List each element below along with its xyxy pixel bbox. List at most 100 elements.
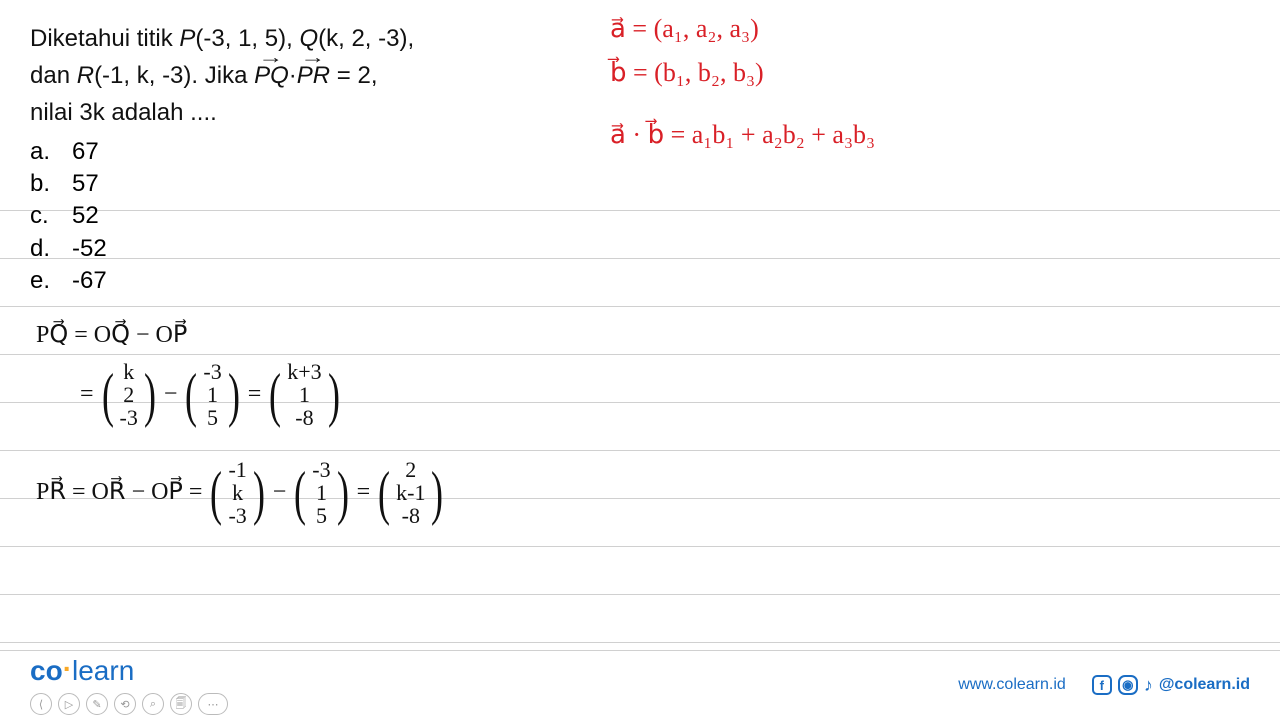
P-coords: (-3, 1, 5), xyxy=(195,25,299,52)
content-area: Diketahui titik P(-3, 1, 5), Q(k, 2, -3)… xyxy=(30,20,1250,640)
matrix-OP2: ( -3 1 5 ) xyxy=(290,458,352,527)
handle: @colearn.id xyxy=(1159,676,1250,694)
matrix-OP: ( -3 1 5 ) xyxy=(181,360,243,429)
paren-left: ( xyxy=(185,368,197,422)
opt-letter: c. xyxy=(30,200,54,232)
paren-right: ) xyxy=(228,368,240,422)
R-coords: (-1, k, -3). Jika xyxy=(94,62,254,89)
cell: -3 xyxy=(312,458,330,481)
paren-right: ) xyxy=(253,466,265,520)
vec-PR: PR xyxy=(297,57,330,94)
url: www.colearn.id xyxy=(958,676,1066,694)
Q-coords: (k, 2, -3), xyxy=(318,25,414,52)
player-controls: ⟨ ▷ ✎ ⟲ ⌕ 🗐 ⋯ xyxy=(30,693,228,715)
opt-value: -52 xyxy=(72,233,107,265)
annotation-vec-b: b⃗ = (b₁, b₂, b₃) xyxy=(610,58,764,88)
pencil-icon[interactable]: ✎ xyxy=(86,693,108,715)
pr-label: PR⃗ = OR⃗ − OP⃗ = xyxy=(36,477,202,508)
paren-right: ) xyxy=(144,368,156,422)
cell: 1 xyxy=(316,481,327,504)
P-label: P xyxy=(179,25,195,52)
eq: = 2, xyxy=(330,62,377,89)
line3: nilai 3k adalah .... xyxy=(30,99,217,126)
cell: 2 xyxy=(405,458,416,481)
cell: -3 xyxy=(228,504,246,527)
R-label: R xyxy=(77,62,94,89)
text: dan xyxy=(30,62,77,89)
cell: 5 xyxy=(207,406,218,429)
footer-divider xyxy=(0,650,1280,651)
cell: -3 xyxy=(203,360,221,383)
cell: 1 xyxy=(299,383,310,406)
col: 2 k-1 -8 xyxy=(394,458,427,527)
footer: co·learn ⟨ ▷ ✎ ⟲ ⌕ 🗐 ⋯ www.colearn.id f … xyxy=(0,650,1280,720)
text: Diketahui titik xyxy=(30,25,179,52)
equals: = xyxy=(357,477,371,508)
handwrite-pq-line2: = ( k 2 -3 ) − ( -3 1 5 ) = ( k+3 1 xyxy=(80,360,344,429)
col: -1 k -3 xyxy=(226,458,248,527)
brand-learn: learn xyxy=(72,655,134,686)
paren-left: ( xyxy=(269,368,281,422)
undo-icon[interactable]: ⟲ xyxy=(114,693,136,715)
zoom-icon[interactable]: ⌕ xyxy=(142,693,164,715)
annotation-vec-a: a⃗ = (a₁, a₂, a₃) xyxy=(610,14,759,44)
tiktok-icon[interactable]: ♪ xyxy=(1144,675,1153,696)
handwrite-pq-line1: PQ⃗ = OQ⃗ − OP⃗ xyxy=(36,320,187,351)
facebook-icon[interactable]: f xyxy=(1092,675,1112,695)
matrix-PQ: ( k+3 1 -8 ) xyxy=(265,360,343,429)
prev-icon[interactable]: ⟨ xyxy=(30,693,52,715)
minus: − xyxy=(273,477,287,508)
col: k 2 -3 xyxy=(118,360,140,429)
cell: -8 xyxy=(402,504,420,527)
play-icon[interactable]: ▷ xyxy=(58,693,80,715)
col: -3 1 5 xyxy=(201,360,223,429)
handwrite-pr-line: PR⃗ = OR⃗ − OP⃗ = ( -1 k -3 ) − ( -3 1 5… xyxy=(36,458,447,527)
cell: -8 xyxy=(295,406,313,429)
cell: 1 xyxy=(207,383,218,406)
paren-left: ( xyxy=(102,368,114,422)
options-list: a. 67 b. 57 c.52 d. -52 e. -67 xyxy=(30,136,1250,298)
equals: = xyxy=(248,379,262,410)
paren-right: ) xyxy=(328,368,340,422)
cell: 5 xyxy=(316,504,327,527)
matrix-OQ: ( k 2 -3 ) xyxy=(98,360,160,429)
paren-left: ( xyxy=(378,466,390,520)
cell: -3 xyxy=(120,406,138,429)
opt-value: 57 xyxy=(72,168,99,200)
footer-right: www.colearn.id f ◉ ♪ @colearn.id xyxy=(958,675,1250,696)
opt-value: 67 xyxy=(72,136,99,168)
matrix-OR: ( -1 k -3 ) xyxy=(206,458,268,527)
brand-logo: co·learn xyxy=(30,655,228,687)
paren-left: ( xyxy=(210,466,222,520)
cell: -1 xyxy=(228,458,246,481)
cell: k-1 xyxy=(396,481,425,504)
pages-icon[interactable]: 🗐 xyxy=(170,693,192,715)
brand-block: co·learn ⟨ ▷ ✎ ⟲ ⌕ 🗐 ⋯ xyxy=(30,655,228,715)
option-d: d. -52 xyxy=(30,233,1250,265)
hline xyxy=(0,642,1280,643)
paren-right: ) xyxy=(431,466,443,520)
matrix-PR: ( 2 k-1 -8 ) xyxy=(374,458,447,527)
opt-letter: e. xyxy=(30,265,54,297)
more-icon[interactable]: ⋯ xyxy=(198,693,228,715)
option-b: b. 57 xyxy=(30,168,1250,200)
cell: k xyxy=(123,360,134,383)
opt-letter: a. xyxy=(30,136,54,168)
cell: 2 xyxy=(123,383,134,406)
problem-statement: Diketahui titik P(-3, 1, 5), Q(k, 2, -3)… xyxy=(30,20,550,132)
minus: − xyxy=(164,379,178,410)
instagram-icon[interactable]: ◉ xyxy=(1118,675,1138,695)
cell: k xyxy=(232,481,243,504)
opt-letter: d. xyxy=(30,233,54,265)
col: -3 1 5 xyxy=(310,458,332,527)
cell: k+3 xyxy=(287,360,321,383)
opt-letter: b. xyxy=(30,168,54,200)
option-c: c.52 xyxy=(30,200,1250,232)
col: k+3 1 -8 xyxy=(285,360,323,429)
dot: · xyxy=(289,62,297,89)
vec-PQ: PQ xyxy=(254,57,289,94)
paren-left: ( xyxy=(294,466,306,520)
opt-value: -67 xyxy=(72,265,107,297)
paren-right: ) xyxy=(337,466,349,520)
option-e: e. -67 xyxy=(30,265,1250,297)
